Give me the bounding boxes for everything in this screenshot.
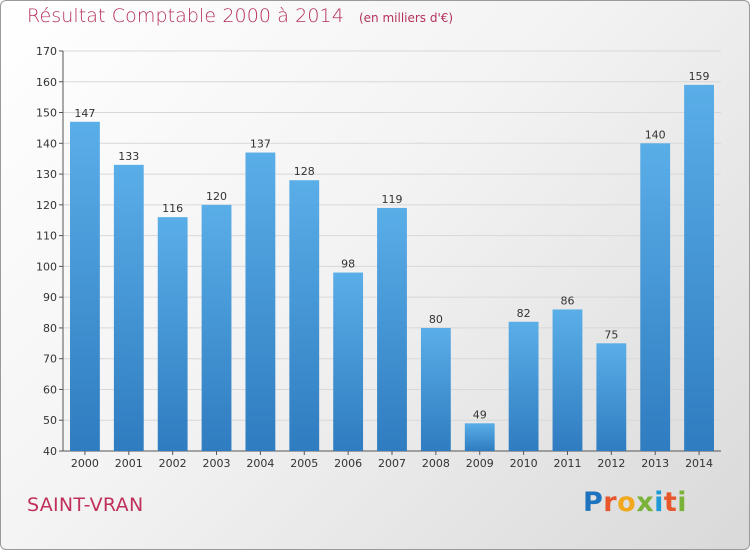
y-tick-label: 100 (36, 260, 57, 273)
bar-value-label: 159 (689, 70, 710, 83)
y-tick-label: 150 (36, 107, 57, 120)
y-tick-label: 170 (36, 45, 57, 58)
chart-title-block: Résultat Comptable 2000 à 2014 (en milli… (27, 5, 453, 27)
logo-letter: r (603, 487, 618, 518)
logo-letter: t (663, 487, 678, 518)
x-tick-label: 2002 (159, 457, 187, 470)
x-tick-label: 2007 (378, 457, 406, 470)
x-tick-label: 2003 (203, 457, 231, 470)
x-tick-label: 2000 (71, 457, 99, 470)
x-tick-label: 2012 (597, 457, 625, 470)
y-tick-label: 80 (43, 322, 57, 335)
bar (333, 272, 364, 451)
x-tick-label: 2014 (685, 457, 713, 470)
y-tick-label: 50 (43, 414, 57, 427)
bar-value-label: 82 (517, 307, 531, 320)
y-tick-label: 130 (36, 168, 57, 181)
bar (157, 217, 188, 451)
y-tick-label: 120 (36, 199, 57, 212)
x-tick-label: 2005 (290, 457, 318, 470)
bar (289, 180, 320, 451)
bar-value-label: 80 (429, 313, 443, 326)
x-tick-label: 2004 (246, 457, 274, 470)
x-tick-label: 2010 (510, 457, 538, 470)
y-tick-label: 70 (43, 353, 57, 366)
bar (245, 152, 276, 452)
bar-value-label: 49 (473, 408, 487, 421)
logo-letter: i (677, 487, 688, 518)
x-tick-label: 2011 (553, 457, 581, 470)
logo-letter: o (617, 487, 637, 518)
bar (113, 164, 144, 451)
y-tick-label: 140 (36, 137, 57, 150)
bar (684, 84, 714, 451)
bar (552, 309, 583, 451)
y-tick-label: 110 (36, 230, 57, 243)
bar (420, 327, 451, 451)
y-tick-label: 160 (36, 76, 57, 89)
x-tick-label: 2009 (466, 457, 494, 470)
bar (596, 343, 627, 451)
proxiti-logo: Proxiti (583, 487, 687, 518)
y-tick-label: 60 (43, 383, 57, 396)
logo-letter: i (654, 487, 664, 518)
chart-title: Résultat Comptable 2000 à 2014 (27, 5, 344, 27)
bar (201, 204, 232, 451)
x-tick-label: 2006 (334, 457, 362, 470)
logo-letter: x (636, 487, 655, 518)
commune-name: SAINT-VRAN (27, 494, 144, 516)
x-tick-label: 2001 (115, 457, 143, 470)
logo-letter: P (583, 487, 604, 518)
bar-value-label: 86 (560, 294, 574, 307)
bar-value-label: 128 (294, 165, 315, 178)
y-tick-label: 90 (43, 291, 57, 304)
bar (70, 121, 100, 452)
bar-value-label: 147 (74, 107, 95, 120)
bar-value-label: 120 (206, 190, 227, 203)
bar-value-label: 98 (341, 258, 355, 271)
bar-value-label: 140 (645, 128, 666, 141)
y-tick-label: 40 (43, 445, 57, 458)
bar-value-label: 119 (382, 193, 403, 206)
bar (640, 143, 671, 452)
bar-value-label: 133 (118, 150, 139, 163)
x-tick-label: 2008 (422, 457, 450, 470)
bar (508, 321, 539, 451)
bar-value-label: 116 (162, 202, 183, 215)
chart-unit: (en milliers d'€) (358, 11, 454, 25)
bar (464, 423, 495, 451)
bar-value-label: 137 (250, 138, 271, 151)
bar (377, 207, 407, 451)
bar-value-label: 75 (604, 328, 618, 341)
x-tick-label: 2013 (641, 457, 669, 470)
